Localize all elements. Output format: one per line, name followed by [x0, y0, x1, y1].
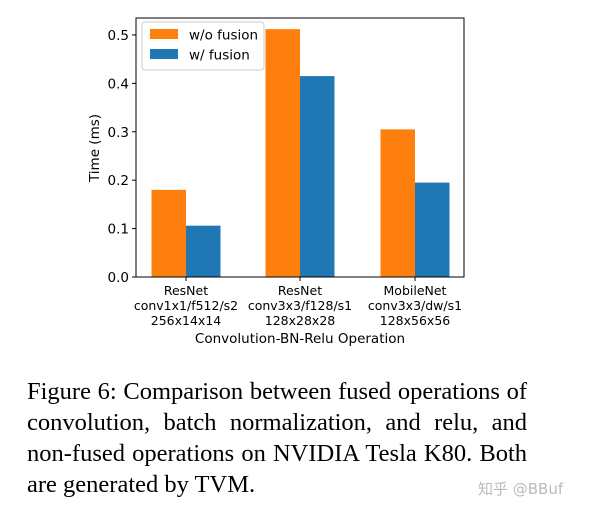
- x-tick-label: ResNet: [278, 283, 322, 298]
- bar-chart: 0.00.10.20.30.40.5ResNetconv1x1/f512/s22…: [87, 17, 465, 347]
- x-tick-label: conv1x1/f512/s2: [134, 298, 238, 313]
- y-tick-label: 0.1: [108, 222, 129, 238]
- figure-caption: Figure 6: Comparison between fused opera…: [27, 378, 527, 498]
- bar-without-fusion: [265, 29, 300, 277]
- bar-without-fusion: [380, 129, 415, 277]
- y-tick-label: 0.5: [108, 28, 129, 44]
- legend-label: w/o fusion: [189, 28, 258, 44]
- y-axis-label: Time (ms): [87, 114, 103, 183]
- x-tick-label: conv3x3/f128/s1: [248, 298, 352, 313]
- y-tick-label: 0.0: [108, 270, 129, 286]
- x-tick-label: 128x56x56: [380, 313, 451, 328]
- bar-with-fusion: [415, 182, 450, 277]
- legend-swatch: [150, 29, 178, 39]
- legend-swatch: [150, 49, 178, 59]
- y-tick-label: 0.2: [108, 173, 129, 189]
- bar-with-fusion: [300, 76, 335, 277]
- x-tick-label: ResNet: [164, 283, 208, 298]
- bar-without-fusion: [151, 189, 186, 277]
- x-tick-label: MobileNet: [384, 283, 447, 298]
- legend-label: w/ fusion: [189, 48, 250, 64]
- y-tick-label: 0.3: [108, 125, 129, 141]
- bar-with-fusion: [186, 225, 221, 277]
- x-axis-label: Convolution-BN-Relu Operation: [195, 331, 405, 347]
- x-tick-label: 256x14x14: [151, 313, 222, 328]
- watermark: 知乎 @BBuf: [478, 480, 564, 498]
- x-tick-label: conv3x3/dw/s1: [368, 298, 462, 313]
- y-tick-label: 0.4: [108, 76, 129, 92]
- x-tick-label: 128x28x28: [265, 313, 336, 328]
